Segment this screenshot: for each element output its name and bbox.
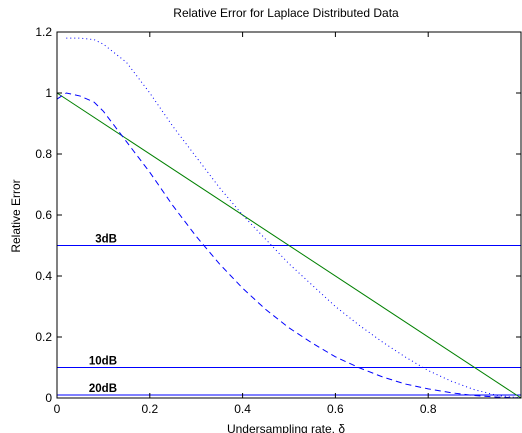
series-line-dashed <box>56 92 522 399</box>
series-lines <box>56 37 522 399</box>
reference-label-10dB: 10dB <box>89 356 117 368</box>
x-tick-label: 0 <box>54 402 61 416</box>
x-tick-label: 0.2 <box>141 402 158 416</box>
reference-label-3dB: 3dB <box>95 234 117 246</box>
y-tick-label: 1 <box>45 86 52 100</box>
reference-label-20dB: 20dB <box>89 383 117 395</box>
x-tick-label: 0.8 <box>420 402 437 416</box>
y-tick-label: 0.2 <box>35 330 52 344</box>
x-tick-label: 0.6 <box>327 402 344 416</box>
axes <box>56 31 522 399</box>
tick-labels: 0 0.2 0.4 0.6 0.8 0 0.2 0.4 0.6 0.8 1 1.2 <box>35 25 437 416</box>
y-axis-label: Relative Error <box>9 179 23 252</box>
series-line-solid <box>56 92 522 399</box>
y-tick-label: 0 <box>45 391 52 405</box>
plot-area <box>57 32 521 398</box>
x-axis-label: Undersampling rate, δ <box>227 422 345 433</box>
y-tick-label: 0.8 <box>35 147 52 161</box>
plot-background <box>57 32 521 398</box>
y-tick-label: 0.4 <box>35 269 52 283</box>
chart-title: Relative Error for Laplace Distributed D… <box>173 6 399 20</box>
x-tick-label: 0.4 <box>234 402 251 416</box>
y-tick-label: 1.2 <box>35 25 52 39</box>
y-tick-label: 0.6 <box>35 208 52 222</box>
